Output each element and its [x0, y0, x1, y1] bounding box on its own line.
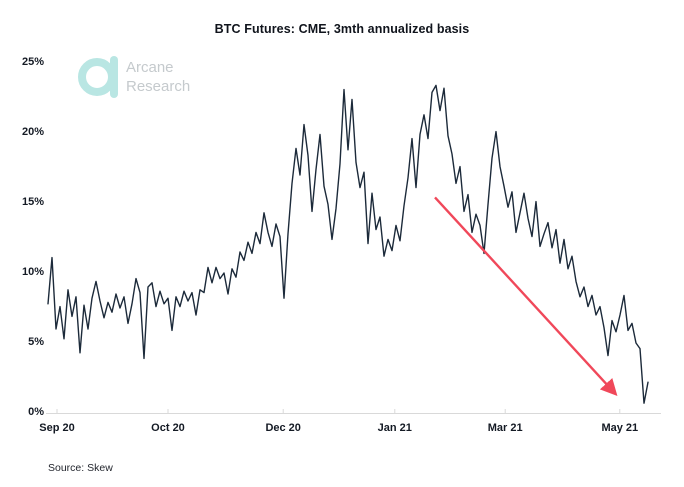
arcane-a-icon: [78, 56, 124, 98]
y-tick-label-0: 0%: [28, 406, 44, 418]
chart-title: BTC Futures: CME, 3mth annualized basis: [214, 22, 470, 36]
y-tick-label-5: 5%: [28, 336, 44, 348]
logo-text: Arcane Research: [126, 58, 190, 96]
downtrend-arrow-annotation: [434, 196, 618, 397]
arcane-research-logo: Arcane Research: [78, 56, 208, 100]
source-label: Source: Skew: [48, 462, 113, 474]
x-tick-label-jan-21: Jan 21: [377, 422, 412, 434]
x-tick-label-mar-21: Mar 21: [487, 422, 523, 434]
x-tick-label-may-21: May 21: [601, 422, 639, 434]
x-tick-label-dec-20: Dec 20: [265, 422, 301, 434]
logo-text-line2: Research: [126, 78, 191, 95]
x-tick-label-oct-20: Oct 20: [151, 422, 185, 434]
y-tick-label-25: 25%: [21, 56, 44, 68]
y-tick-label-10: 10%: [21, 266, 44, 278]
logo-bar-shape: [110, 56, 118, 98]
basis-series-line: [47, 84, 649, 404]
y-tick-label-15: 15%: [21, 196, 44, 208]
logo-text-line1: Arcane: [126, 59, 174, 76]
x-tick-label-sep-20: Sep 20: [39, 422, 75, 434]
y-tick-label-20: 20%: [21, 126, 44, 138]
